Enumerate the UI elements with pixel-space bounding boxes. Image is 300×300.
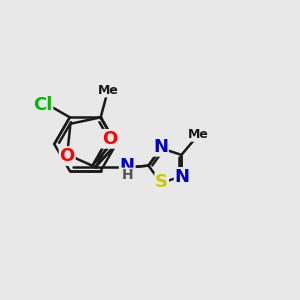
Text: Me: Me [188,128,209,141]
Text: N: N [175,168,190,186]
Text: Cl: Cl [33,96,52,114]
Text: S: S [155,173,168,191]
Text: N: N [120,157,135,175]
Text: O: O [60,147,75,165]
Text: H: H [122,168,133,182]
Text: Me: Me [98,84,118,97]
Text: N: N [153,138,168,156]
Text: O: O [102,130,117,148]
